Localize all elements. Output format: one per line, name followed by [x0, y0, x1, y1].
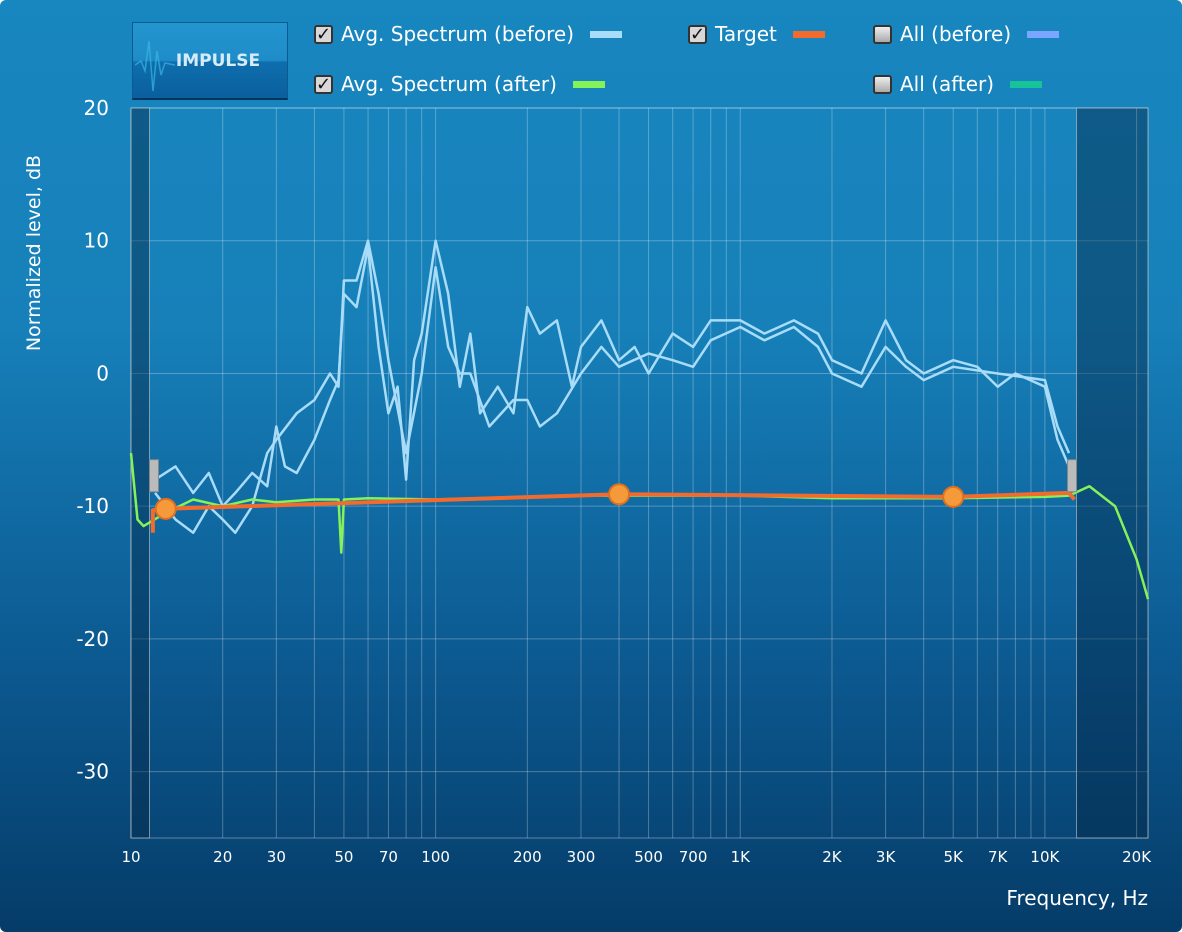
- legend-avg-after[interactable]: ✓ Avg. Spectrum (after): [314, 72, 605, 96]
- plot-area: [130, 107, 1149, 839]
- x-tick-label: 2K: [822, 848, 843, 866]
- legend-target[interactable]: ✓ Target: [688, 22, 825, 46]
- x-tick-label: 50: [334, 848, 353, 866]
- range-handle: [1067, 459, 1078, 493]
- legend-avg-before[interactable]: ✓ Avg. Spectrum (before): [314, 22, 622, 46]
- excluded-range: [1076, 107, 1149, 839]
- series-line-avg-spectrum-before-l: [154, 239, 1071, 508]
- x-tick-label: 20K: [1122, 848, 1152, 866]
- impulse-button[interactable]: IMPULSE: [132, 22, 288, 100]
- impulse-waveform-icon: [135, 40, 176, 92]
- y-axis-label: Normalized level, dB: [23, 155, 45, 351]
- target-point-handle[interactable]: [942, 485, 965, 508]
- x-tick-label: 30: [267, 848, 286, 866]
- target-point-handle[interactable]: [608, 483, 631, 506]
- x-axis-label: Frequency, Hz: [1006, 886, 1148, 910]
- checkbox-avg-before[interactable]: ✓: [314, 23, 333, 45]
- range-handle: [148, 459, 159, 493]
- legend-swatch: [590, 30, 622, 38]
- x-tick-label: 300: [567, 848, 596, 866]
- series-line-avg-spectrum-after-: [129, 452, 1150, 600]
- legend-swatch: [572, 80, 605, 88]
- legend-swatch: [1027, 30, 1060, 38]
- x-tick-label: 700: [679, 848, 708, 866]
- x-tick-label: 7K: [988, 848, 1009, 866]
- legend-label: Avg. Spectrum (after): [341, 72, 557, 96]
- target-point-handle[interactable]: [154, 497, 177, 520]
- x-tick-label: 10: [121, 848, 140, 866]
- x-tick-label: 500: [634, 848, 663, 866]
- y-tick-label: -20: [76, 627, 109, 651]
- checkbox-all-after[interactable]: [873, 74, 892, 94]
- legend-swatch: [1010, 80, 1043, 88]
- y-tick-label: 0: [96, 361, 109, 385]
- x-tick-label: 3K: [876, 848, 897, 866]
- x-tick-label: 1K: [731, 848, 752, 866]
- x-tick-label: 10K: [1030, 848, 1060, 866]
- y-tick-label: 20: [84, 96, 109, 120]
- y-tick-label: -30: [76, 760, 109, 784]
- checkbox-all-before[interactable]: [873, 24, 892, 44]
- legend-all-before[interactable]: All (before): [873, 22, 1060, 46]
- legend-label: All (before): [900, 22, 1012, 46]
- legend-all-after[interactable]: All (after): [873, 72, 1043, 96]
- x-tick-label: 100: [421, 848, 450, 866]
- checkbox-target[interactable]: ✓: [688, 23, 707, 45]
- y-tick-label: -10: [76, 494, 109, 518]
- x-tick-label: 200: [513, 848, 542, 866]
- x-tick-label: 70: [379, 848, 398, 866]
- legend-label: All (after): [900, 72, 995, 96]
- series-line-avg-spectrum-before-r: [154, 239, 1071, 534]
- legend-label: Avg. Spectrum (before): [341, 22, 574, 46]
- y-tick-label: 10: [84, 229, 109, 253]
- legend-swatch: [792, 30, 825, 38]
- checkbox-avg-after[interactable]: ✓: [314, 73, 333, 95]
- x-tick-label: 5K: [943, 848, 964, 866]
- x-tick-label: 20: [213, 848, 232, 866]
- impulse-button-label: IMPULSE: [175, 50, 261, 71]
- legend-label: Target: [715, 22, 777, 46]
